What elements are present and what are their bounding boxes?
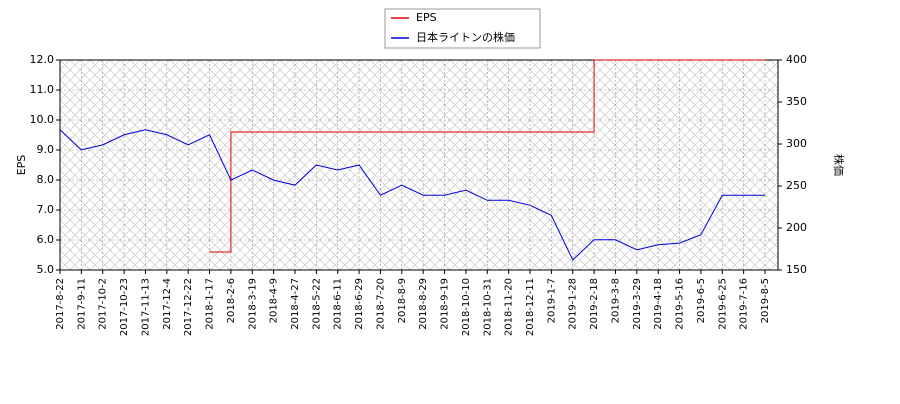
x-tick-label: 2018-4-9 [269,278,280,323]
y2-tick-label: 250 [786,179,807,192]
y-tick-label: 8.0 [37,173,55,186]
x-tick-label: 2018-6-29 [354,278,365,330]
x-tick-label: 2018-1-17 [205,278,216,330]
x-tick-label: 2019-1-7 [546,278,557,323]
x-tick-label: 2018-4-27 [290,278,301,330]
x-tick-label: 2017-8-22 [55,278,66,330]
x-tick-label: 2019-7-16 [739,278,750,330]
y-tick-label: 5.0 [37,263,55,276]
legend [384,8,541,49]
x-tick-label: 2019-5-16 [675,278,686,330]
x-tick-label: 2018-9-19 [440,278,451,330]
x-tick-label: 2017-10-23 [119,278,130,336]
x-tick-label: 2017-11-13 [140,278,151,336]
x-tick-label: 2018-8-29 [418,278,429,330]
y2-tick-label: 400 [786,53,807,66]
x-tick-label: 2018-3-19 [247,278,258,330]
x-tick-label: 2017-12-4 [162,278,173,330]
x-tick-label: 2017-9-11 [76,278,87,330]
series-line [209,59,765,253]
y2-tick-label: 200 [786,221,807,234]
x-tick-label: 2017-10-2 [98,278,109,330]
x-tick-label: 2019-4-18 [653,278,664,330]
x-tick-label: 2019-6-5 [696,278,707,323]
y-axis-label: EPS [15,155,28,176]
x-tick-label: 2019-8-5 [760,278,771,323]
x-tick-label: 2018-12-11 [525,278,536,336]
y-tick-label: 7.0 [37,203,55,216]
x-tick-label: 2018-10-10 [461,278,472,336]
x-tick-label: 2018-8-9 [397,278,408,323]
y-tick-label: 12.0 [30,53,55,66]
legend-label: EPS [416,11,437,24]
y2-tick-label: 150 [786,263,807,276]
x-tick-label: 2018-2-6 [226,278,237,323]
y-tick-label: 9.0 [37,143,55,156]
y2-tick-label: 350 [786,95,807,108]
x-tick-label: 2019-6-25 [717,278,728,330]
legend-label: 日本ライトンの株価 [416,30,515,44]
x-tick-label: 2019-3-8 [610,278,621,323]
y-tick-label: 10.0 [30,113,55,126]
plot-background [60,60,778,270]
plot-frame [59,59,779,271]
y-tick-label: 11.0 [30,83,55,96]
x-tick-label: 2019-1-28 [568,278,579,330]
x-tick-label: 2018-11-20 [504,278,515,336]
x-tick-label: 2017-12-22 [183,278,194,336]
series-line [59,129,765,261]
x-tick-label: 2018-10-31 [482,278,493,336]
x-tick-label: 2018-7-20 [375,278,386,330]
y-tick-label: 6.0 [37,233,55,246]
x-tick-label: 2018-5-22 [311,278,322,330]
x-tick-label: 2019-3-29 [632,278,643,330]
x-tick-label: 2018-6-11 [333,278,344,330]
y2-axis-label: 株価 [832,154,846,176]
y2-tick-label: 300 [786,137,807,150]
x-tick-label: 2019-2-18 [589,278,600,330]
